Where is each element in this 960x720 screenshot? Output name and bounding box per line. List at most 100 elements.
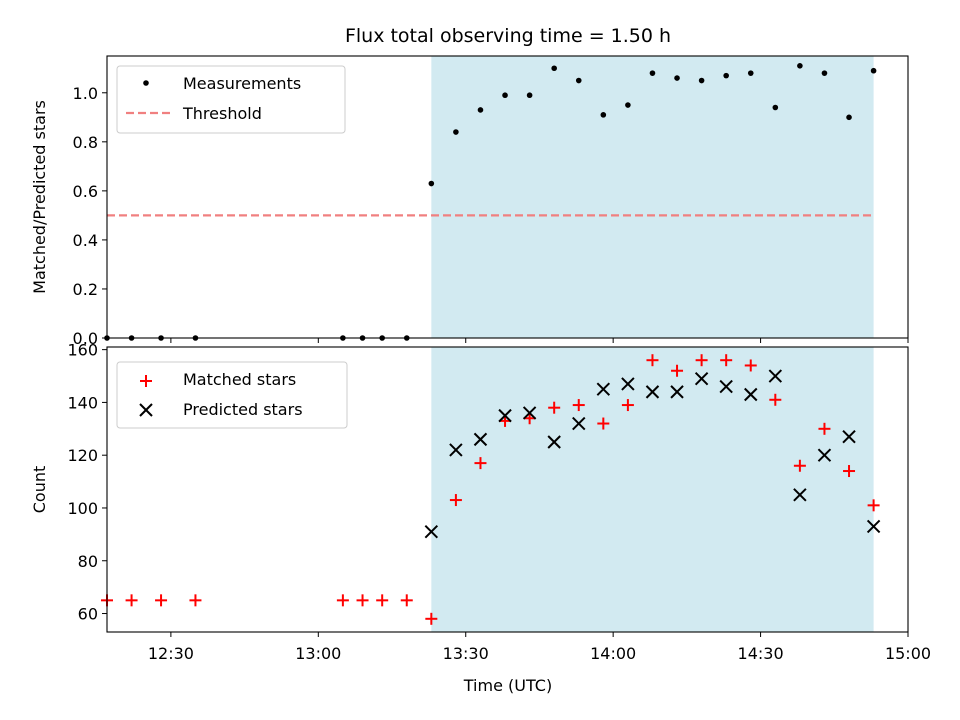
y-tick-label: 140 bbox=[67, 393, 98, 412]
predicted-point bbox=[793, 488, 807, 502]
predicted-point bbox=[768, 369, 783, 383]
y-tick-label: 160 bbox=[67, 341, 98, 360]
predicted-point bbox=[572, 416, 586, 431]
matched-point bbox=[474, 457, 487, 470]
matched-point bbox=[621, 399, 634, 412]
predicted-point bbox=[719, 379, 733, 394]
measurement-point bbox=[674, 75, 680, 81]
top-legend: Measurements Threshold bbox=[116, 65, 346, 134]
y-tick-label: 100 bbox=[67, 499, 98, 518]
matched-point bbox=[400, 594, 413, 607]
x-tick-label: 13:30 bbox=[443, 644, 489, 663]
bottom-panel-marks bbox=[101, 354, 881, 625]
y-tick-label: 1.0 bbox=[73, 84, 98, 103]
bottom-legend-box bbox=[116, 361, 348, 429]
x-tick-label: 14:00 bbox=[590, 644, 636, 663]
x-tick-label: 13:00 bbox=[295, 644, 341, 663]
top-panel-y-label: Matched/Predicted stars bbox=[30, 100, 49, 294]
y-tick-label: 0.0 bbox=[73, 329, 98, 348]
y-tick-label: 80 bbox=[78, 552, 98, 571]
y-tick-label: 0.6 bbox=[73, 182, 98, 201]
measurement-point bbox=[723, 72, 729, 79]
matched-point bbox=[376, 594, 389, 607]
top-panel: 0.0 0.2 0.4 0.6 0.8 1.0 Matched/Predicted sta… bbox=[30, 55, 909, 348]
y-tick-label: 0.2 bbox=[73, 280, 98, 299]
predicted-point bbox=[424, 525, 439, 539]
predicted-point bbox=[817, 448, 832, 462]
matched-point bbox=[336, 594, 349, 607]
matched-point bbox=[843, 465, 856, 478]
measurement-point bbox=[453, 129, 459, 135]
measurement-point bbox=[649, 70, 656, 76]
measurement-point bbox=[821, 70, 828, 76]
measurement-point bbox=[575, 77, 582, 84]
bottom-legend: Matched stars Predicted stars bbox=[116, 361, 348, 429]
predicted-point bbox=[596, 382, 611, 396]
predicted-point bbox=[547, 435, 561, 449]
predicted-point bbox=[694, 371, 709, 386]
predicted-point bbox=[522, 406, 537, 420]
matched-point bbox=[449, 494, 462, 507]
measurement-point bbox=[625, 102, 631, 108]
measurement-point bbox=[870, 67, 877, 74]
measurements-legend-label: Measurements bbox=[183, 74, 301, 93]
measurement-point bbox=[526, 92, 533, 99]
predicted-point bbox=[473, 432, 488, 447]
top-panel-x-ticks bbox=[170, 338, 909, 343]
matched-point bbox=[695, 354, 708, 367]
matched-point bbox=[720, 354, 733, 367]
bottom-panel-x-ticks: 12:30 13:00 13:30 14:00 14:30 15:00 bbox=[148, 632, 931, 663]
matched-point bbox=[189, 594, 202, 607]
top-legend-box bbox=[116, 65, 346, 134]
bottom-panel: 60 80 100 120 140 160 12:30 13:00 13:30 14:00 14:… bbox=[30, 341, 931, 663]
predicted-point bbox=[670, 385, 684, 399]
measurement-point bbox=[477, 107, 484, 113]
matched-point bbox=[867, 499, 880, 512]
x-axis-label: Time (UTC) bbox=[463, 676, 552, 695]
matched-point bbox=[425, 612, 438, 625]
measurement-point bbox=[502, 92, 508, 99]
measurement-point bbox=[698, 77, 705, 84]
x-tick-label: 12:30 bbox=[148, 644, 194, 663]
predicted-legend-label: Predicted stars bbox=[183, 400, 303, 419]
bottom-panel-y-ticks: 60 80 100 120 140 160 bbox=[67, 341, 107, 624]
matched-point bbox=[572, 399, 585, 412]
matched-point bbox=[597, 417, 610, 430]
observing-span-bottom bbox=[431, 347, 874, 632]
threshold-legend-label: Threshold bbox=[182, 104, 262, 123]
matched-point bbox=[769, 393, 782, 406]
x-tick-label: 15:00 bbox=[885, 644, 931, 663]
predicted-point bbox=[645, 385, 660, 399]
top-panel-frame bbox=[106, 55, 909, 339]
matched-point bbox=[818, 422, 831, 435]
top-panel-y-ticks: 0.0 0.2 0.4 0.6 0.8 1.0 bbox=[73, 84, 107, 348]
predicted-legend-marker bbox=[139, 403, 153, 417]
measurement-point bbox=[600, 112, 607, 118]
bottom-panel-y-label: Count bbox=[30, 466, 49, 514]
measurement-point bbox=[428, 180, 435, 187]
measurements-legend-marker bbox=[143, 80, 149, 86]
y-tick-label: 120 bbox=[67, 446, 98, 465]
measurement-point bbox=[846, 114, 852, 121]
measurement-point bbox=[772, 104, 779, 111]
matched-point bbox=[744, 359, 757, 372]
bottom-panel-frame bbox=[106, 346, 909, 633]
predicted-point bbox=[498, 408, 512, 423]
matched-point bbox=[155, 594, 168, 607]
matched-point bbox=[671, 364, 684, 377]
predicted-point bbox=[449, 443, 463, 457]
observing-span-top bbox=[431, 56, 874, 338]
predicted-point bbox=[866, 519, 881, 534]
matched-point bbox=[125, 594, 138, 607]
matched-point bbox=[793, 459, 806, 472]
predicted-point bbox=[842, 430, 856, 444]
measurement-point bbox=[551, 65, 557, 72]
predicted-point bbox=[744, 387, 758, 402]
predicted-point bbox=[621, 377, 635, 391]
matched-point bbox=[356, 594, 369, 607]
matched-legend-label: Matched stars bbox=[183, 370, 296, 389]
y-tick-label: 60 bbox=[78, 605, 98, 624]
y-tick-label: 0.8 bbox=[73, 133, 98, 152]
matched-point bbox=[646, 354, 659, 367]
